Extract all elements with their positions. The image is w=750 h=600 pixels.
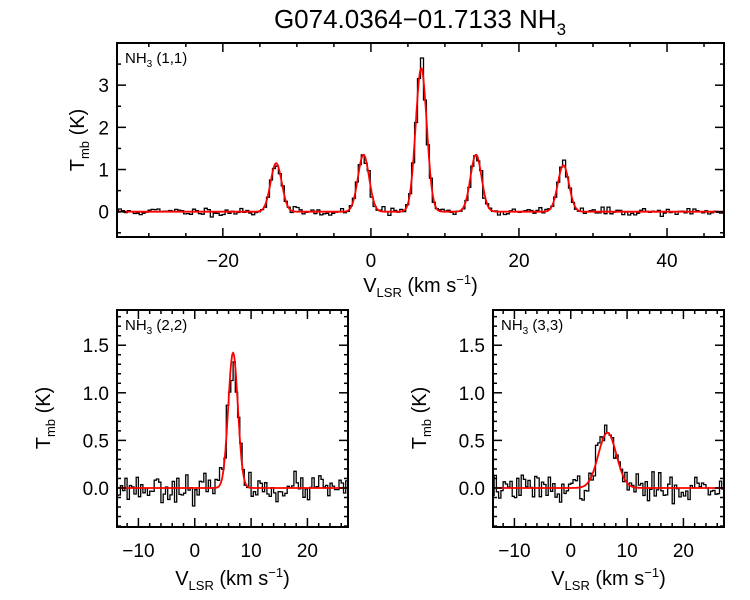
observed-spectrum-line bbox=[493, 424, 724, 505]
x-tick-label: 20 bbox=[508, 251, 529, 272]
x-label-units: (km s bbox=[214, 568, 268, 590]
x-label-close: ) bbox=[471, 275, 478, 297]
y-tick-label: 0.5 bbox=[459, 431, 485, 452]
x-tick-label: −10 bbox=[122, 541, 154, 562]
fit-curve-line bbox=[117, 351, 348, 489]
x-label-subscript: LSR bbox=[377, 285, 402, 300]
x-label-close: ) bbox=[283, 568, 290, 590]
y-label-units: (K) bbox=[67, 109, 89, 141]
figure-title: G074.0364−01.7133 NH3 bbox=[274, 4, 566, 39]
x-tick-label: 0 bbox=[366, 251, 377, 272]
panel-label: NH3 (1,1) bbox=[125, 50, 187, 70]
panel-2: −10 0 10 20 0.0 0.5 1.0 1.5 NH3 (2,2) VLSR (km s−… bbox=[33, 309, 349, 593]
x-tick-label: 40 bbox=[656, 251, 677, 272]
x-tick-label: 20 bbox=[297, 541, 318, 562]
panel-label-subscript: 3 bbox=[147, 326, 153, 337]
y-tick-label: 3 bbox=[98, 76, 109, 97]
panel-label-subscript: 3 bbox=[523, 326, 529, 337]
y-tick-label: 1.0 bbox=[459, 384, 485, 405]
y-label-main: T bbox=[67, 159, 89, 171]
panel-label-transition: (3,3) bbox=[528, 317, 563, 334]
fit-curve-line bbox=[117, 67, 724, 213]
x-label-main: V bbox=[551, 568, 565, 590]
observed-spectrum-line bbox=[117, 361, 348, 507]
y-label-main: T bbox=[409, 437, 431, 449]
plot-frame bbox=[492, 309, 725, 528]
title-subscript: 3 bbox=[557, 20, 566, 39]
title-text: G074.0364−01.7133 NH bbox=[274, 4, 557, 34]
panel-label-main: NH bbox=[501, 317, 523, 334]
y-tick-label: 1.0 bbox=[83, 384, 109, 405]
y-label-subscript: mb bbox=[419, 419, 434, 437]
y-axis-label: Tmb (K) bbox=[409, 387, 434, 450]
panel-label-subscript: 3 bbox=[147, 59, 153, 70]
x-tick-label: −10 bbox=[498, 541, 530, 562]
y-axis-label: Tmb (K) bbox=[33, 387, 58, 450]
x-label-main: V bbox=[175, 568, 189, 590]
y-tick-label: 0.0 bbox=[459, 479, 485, 500]
panel-label: NH3 (3,3) bbox=[501, 317, 563, 337]
plot-frame bbox=[116, 309, 349, 528]
x-label-superscript: −1 bbox=[644, 565, 659, 580]
x-label-subscript: LSR bbox=[189, 578, 214, 593]
y-tick-label: 1.5 bbox=[459, 336, 485, 357]
y-label-main: T bbox=[33, 437, 55, 449]
observed-spectrum-line bbox=[117, 57, 724, 218]
y-tick-label: 0.5 bbox=[83, 431, 109, 452]
panel-label-main: NH bbox=[125, 317, 147, 334]
x-label-subscript: LSR bbox=[565, 578, 590, 593]
x-tick-label: 10 bbox=[241, 541, 262, 562]
panel-label: NH3 (2,2) bbox=[125, 317, 187, 337]
panel-label-transition: (2,2) bbox=[152, 317, 187, 334]
y-tick-label: 0.0 bbox=[83, 479, 109, 500]
panel-label-transition: (1,1) bbox=[152, 50, 187, 67]
panel-3: −10 0 10 20 0.0 0.5 1.0 1.5 NH3 (3,3) VLSR (km s−… bbox=[409, 309, 725, 593]
y-axis-label: Tmb (K) bbox=[67, 109, 92, 172]
x-tick-label: 20 bbox=[673, 541, 694, 562]
fit-curve-line bbox=[493, 431, 724, 489]
x-label-units: (km s bbox=[402, 275, 456, 297]
x-axis-label: VLSR (km s−1) bbox=[363, 272, 478, 300]
x-label-superscript: −1 bbox=[456, 272, 471, 287]
x-tick-label: 0 bbox=[565, 541, 576, 562]
y-tick-label: 0 bbox=[98, 203, 109, 224]
x-axis-label: VLSR (km s−1) bbox=[175, 565, 290, 593]
y-tick-label: 1 bbox=[98, 161, 109, 182]
x-label-superscript: −1 bbox=[268, 565, 283, 580]
panel-label-main: NH bbox=[125, 50, 147, 67]
x-tick-label: 0 bbox=[189, 541, 200, 562]
y-label-subscript: mb bbox=[77, 141, 92, 159]
x-tick-label: 10 bbox=[617, 541, 638, 562]
x-label-close: ) bbox=[659, 568, 666, 590]
x-label-units: (km s bbox=[590, 568, 644, 590]
y-tick-label: 2 bbox=[98, 118, 109, 139]
x-tick-label: −20 bbox=[207, 251, 239, 272]
plot-frame bbox=[116, 42, 725, 238]
y-tick-label: 1.5 bbox=[83, 336, 109, 357]
y-label-units: (K) bbox=[33, 387, 55, 419]
y-label-subscript: mb bbox=[43, 419, 58, 437]
x-label-main: V bbox=[363, 275, 377, 297]
x-axis-label: VLSR (km s−1) bbox=[551, 565, 666, 593]
y-label-units: (K) bbox=[409, 387, 431, 419]
